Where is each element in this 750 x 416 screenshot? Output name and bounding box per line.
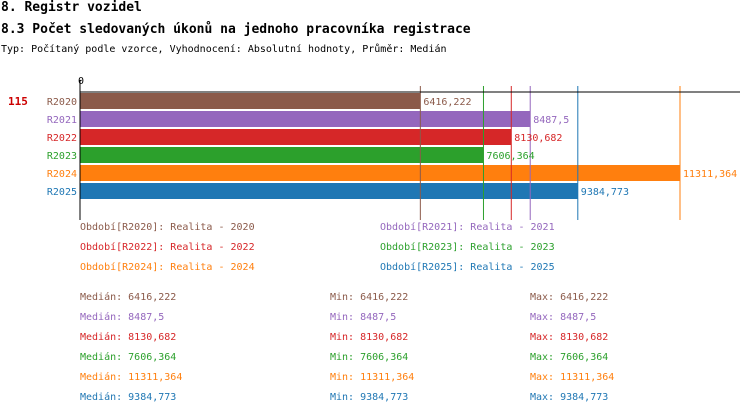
stat-min: Min: 11311,364 <box>330 372 415 383</box>
legend-item: Období[R2023]: Realita - 2023 <box>380 242 555 253</box>
category-label: R2025 <box>47 187 77 198</box>
stat-min: Min: 6416,222 <box>330 292 409 303</box>
bar-r2021 <box>80 111 531 127</box>
bar-r2024 <box>80 165 680 181</box>
stat-median: Medián: 7606,364 <box>80 352 177 363</box>
stat-max: Max: 6416,222 <box>530 292 609 303</box>
stat-max: Max: 9384,773 <box>530 392 609 403</box>
data-label: 7606,364 <box>486 151 534 162</box>
data-label: 9384,773 <box>581 187 629 198</box>
bar-r2025 <box>80 183 578 199</box>
category-label: R2020 <box>47 97 77 108</box>
data-label: 11311,364 <box>683 169 737 180</box>
stat-median: Medián: 8487,5 <box>80 312 165 323</box>
axis-zero-label: 0 <box>78 76 84 87</box>
category-label: R2023 <box>47 151 77 162</box>
bar-r2022 <box>80 129 512 145</box>
legend-item: Období[R2020]: Realita - 2020 <box>80 222 255 233</box>
data-label: 8130,682 <box>514 133 562 144</box>
category-label: R2022 <box>47 133 77 144</box>
stat-min: Min: 8487,5 <box>330 312 397 323</box>
legend-item: Období[R2021]: Realita - 2021 <box>380 222 555 233</box>
stat-max: Max: 8130,682 <box>530 332 609 343</box>
stat-median: Medián: 9384,773 <box>80 392 177 403</box>
stat-max: Max: 7606,364 <box>530 352 609 363</box>
page-title: 8. Registr vozidel <box>1 0 142 15</box>
legend-item: Období[R2025]: Realita - 2025 <box>380 262 555 273</box>
stat-median: Medián: 8130,682 <box>80 332 177 343</box>
data-label: 6416,222 <box>423 97 471 108</box>
data-label: 8487,5 <box>533 115 569 126</box>
stat-median: Medián: 11311,364 <box>80 372 183 383</box>
legend-item: Období[R2024]: Realita - 2024 <box>80 262 255 273</box>
legend-item: Období[R2022]: Realita - 2022 <box>80 242 255 253</box>
stat-max: Max: 8487,5 <box>530 312 597 323</box>
stat-min: Min: 7606,364 <box>330 352 409 363</box>
stat-min: Min: 9384,773 <box>330 392 409 403</box>
category-label: R2021 <box>47 115 77 126</box>
row-marker: 115 <box>8 95 28 108</box>
chart-type-info: Typ: Počítaný podle vzorce, Vyhodnocení:… <box>1 44 447 55</box>
bar-r2023 <box>80 147 484 163</box>
stat-median: Medián: 6416,222 <box>80 292 177 303</box>
chart-subtitle: 8.3 Počet sledovaných úkonů na jednoho p… <box>1 22 471 37</box>
category-label: R2024 <box>47 169 77 180</box>
stat-max: Max: 11311,364 <box>530 372 615 383</box>
stat-min: Min: 8130,682 <box>330 332 409 343</box>
bar-r2020 <box>80 93 421 109</box>
